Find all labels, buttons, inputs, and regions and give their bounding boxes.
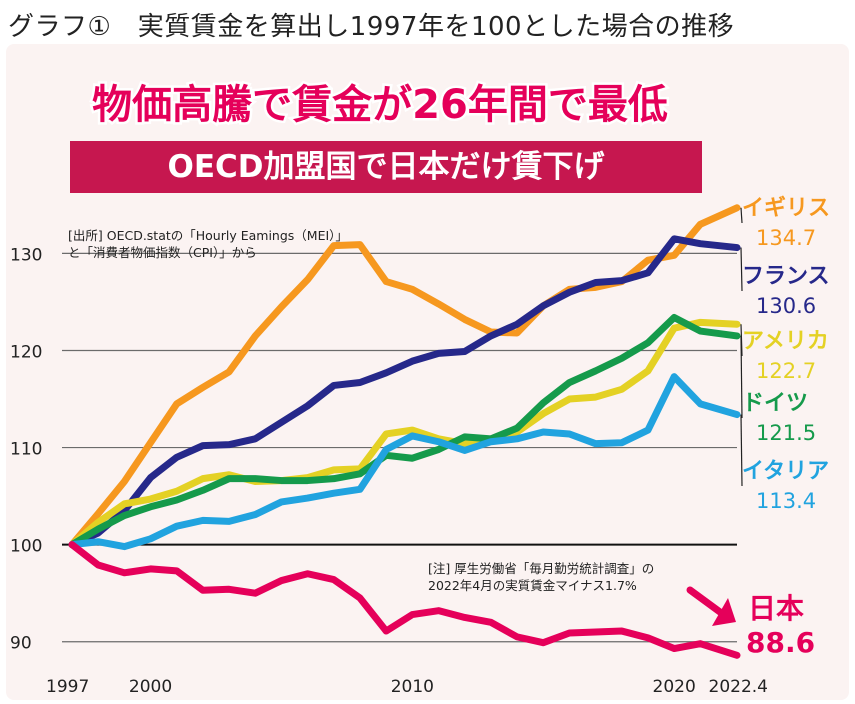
source-note-line-1: [出所] OECD.statの「Hourly Eamings（MEI）」 xyxy=(68,228,348,243)
source-note-line-2: と「消費者物価指数（CPI）」から xyxy=(68,245,257,260)
y-tick-label: 130 xyxy=(10,245,42,265)
figure-label: グラフ① 実質賃金を算出し1997年を100とした場合の推移 xyxy=(8,12,735,42)
footnote-line-1: [注] 厚生労働省「毎月勤労統計調査」の xyxy=(428,561,654,576)
series-label-フランス: フランス xyxy=(742,264,830,289)
x-tick-label: 2000 xyxy=(129,677,172,697)
y-tick-label: 90 xyxy=(10,634,32,654)
chart-subtitle: OECD加盟国で日本だけ賃下げ xyxy=(167,149,605,185)
footnote-line-2: 2022年4月の実質賃金マイナス1.7% xyxy=(428,578,637,593)
leader-line xyxy=(740,207,743,224)
y-tick-label: 110 xyxy=(10,440,42,460)
series-line-フランス xyxy=(68,235,741,549)
series-line-日本 xyxy=(68,541,741,659)
series-value-イタリア: 113.4 xyxy=(756,489,816,513)
x-tick-label: 1997 xyxy=(46,677,89,697)
leader-line xyxy=(740,414,743,487)
series-label-イタリア: イタリア xyxy=(742,459,829,484)
series-label-アメリカ: アメリカ xyxy=(742,329,829,354)
series-label-ドイツ: ドイツ xyxy=(742,391,808,416)
footnote-arrowhead xyxy=(712,598,736,626)
x-tick-label: 2010 xyxy=(391,677,434,697)
chart-title: 物価高騰で賃金が26年間で最低 xyxy=(92,82,668,128)
x-tick-label: 2022.4 xyxy=(709,677,768,697)
y-tick-label: 120 xyxy=(10,342,42,362)
series-value-イギリス: 134.7 xyxy=(756,226,816,250)
leader-line xyxy=(740,335,743,419)
y-tick-label: 100 xyxy=(10,537,42,557)
series-value-アメリカ: 122.7 xyxy=(756,359,816,383)
subtitle-banner xyxy=(70,141,702,193)
footnote-arrow xyxy=(686,586,724,616)
series-line-イタリア xyxy=(68,373,741,551)
x-tick-label: 2020 xyxy=(653,677,696,697)
series-value-日本: 88.6 xyxy=(746,626,815,659)
series-value-ドイツ: 121.5 xyxy=(756,421,816,445)
series-label-イギリス: イギリス xyxy=(742,196,830,221)
series-line-アメリカ xyxy=(68,318,741,549)
series-label-日本: 日本 xyxy=(748,592,804,625)
leader-line xyxy=(740,247,743,292)
series-line-ドイツ xyxy=(68,313,741,549)
series-value-フランス: 130.6 xyxy=(756,294,816,318)
